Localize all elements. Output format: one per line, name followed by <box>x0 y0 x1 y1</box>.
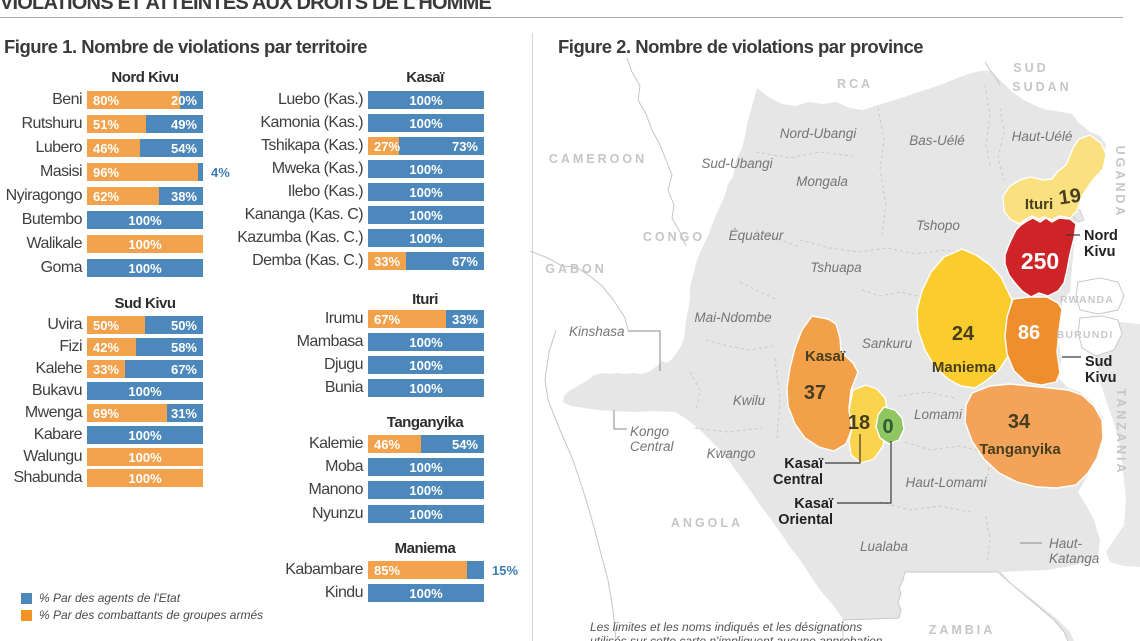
svg-text:Kongo: Kongo <box>630 424 670 439</box>
svg-text:TANZANIA: TANZANIA <box>1114 389 1128 476</box>
svg-text:Lualaba: Lualaba <box>860 539 909 554</box>
svg-text:Maniema: Maniema <box>932 359 997 376</box>
svg-text:Kivu: Kivu <box>1085 370 1116 386</box>
svg-text:Lomami: Lomami <box>914 407 963 422</box>
svg-text:19: 19 <box>1057 185 1082 210</box>
svg-text:Central: Central <box>773 472 823 488</box>
svg-text:Mongala: Mongala <box>796 174 848 189</box>
svg-text:Kasaï: Kasaï <box>805 348 846 365</box>
svg-text:34: 34 <box>1008 411 1031 433</box>
svg-text:SUDAN: SUDAN <box>1012 80 1071 94</box>
svg-text:Haut-Lomami: Haut-Lomami <box>905 475 987 490</box>
svg-text:18: 18 <box>848 412 870 434</box>
svg-text:SUD: SUD <box>1013 61 1048 75</box>
svg-text:utilisés sur cette carte n'imp: utilisés sur cette carte n'impliquent au… <box>590 634 883 641</box>
svg-text:Haut-Uélé: Haut-Uélé <box>1012 129 1073 144</box>
svg-text:Tshopo: Tshopo <box>916 218 960 233</box>
svg-text:ZAMBIA: ZAMBIA <box>929 623 996 637</box>
svg-text:Nord: Nord <box>1084 228 1118 244</box>
svg-text:86: 86 <box>1018 322 1040 344</box>
svg-text:ANGOLA: ANGOLA <box>671 516 743 530</box>
svg-text:Tanganyika: Tanganyika <box>979 441 1061 458</box>
svg-text:Katanga: Katanga <box>1049 551 1100 566</box>
svg-text:BURUNDI: BURUNDI <box>1057 329 1114 341</box>
svg-text:250: 250 <box>1021 248 1059 274</box>
svg-text:Kwango: Kwango <box>707 446 756 461</box>
svg-text:CONGO: CONGO <box>643 230 705 244</box>
svg-text:Kwilu: Kwilu <box>733 393 766 408</box>
svg-text:Kinshasa: Kinshasa <box>569 324 625 339</box>
svg-text:Kasaï: Kasaï <box>784 456 824 472</box>
svg-text:Sud-Ubangi: Sud-Ubangi <box>701 156 773 171</box>
svg-text:Kasaï: Kasaï <box>794 496 834 512</box>
svg-text:Bas-Uélé: Bas-Uélé <box>909 133 965 148</box>
svg-text:37: 37 <box>804 382 826 404</box>
svg-text:Kivu: Kivu <box>1084 244 1115 260</box>
svg-text:0: 0 <box>882 416 893 438</box>
svg-text:RWANDA: RWANDA <box>1060 294 1114 306</box>
svg-text:GABON: GABON <box>545 262 607 276</box>
svg-text:24: 24 <box>952 323 975 345</box>
svg-text:Équateur: Équateur <box>729 228 784 243</box>
svg-text:Sankuru: Sankuru <box>862 336 913 351</box>
svg-text:Tshuapa: Tshuapa <box>810 260 862 275</box>
svg-text:Nord-Ubangi: Nord-Ubangi <box>780 126 858 141</box>
svg-text:Les limites et les noms indiqu: Les limites et les noms indiqués et les … <box>590 620 862 634</box>
svg-text:Mai-Ndombe: Mai-Ndombe <box>694 310 771 325</box>
svg-text:Ituri: Ituri <box>1025 196 1053 213</box>
svg-text:UGANDA: UGANDA <box>1113 146 1127 219</box>
svg-text:Central: Central <box>630 439 675 454</box>
svg-text:CAMEROON: CAMEROON <box>549 152 647 166</box>
svg-text:Oriental: Oriental <box>778 512 833 528</box>
svg-text:Haut-: Haut- <box>1049 536 1083 551</box>
svg-text:RCA: RCA <box>837 77 873 91</box>
svg-text:Sud: Sud <box>1085 354 1112 370</box>
